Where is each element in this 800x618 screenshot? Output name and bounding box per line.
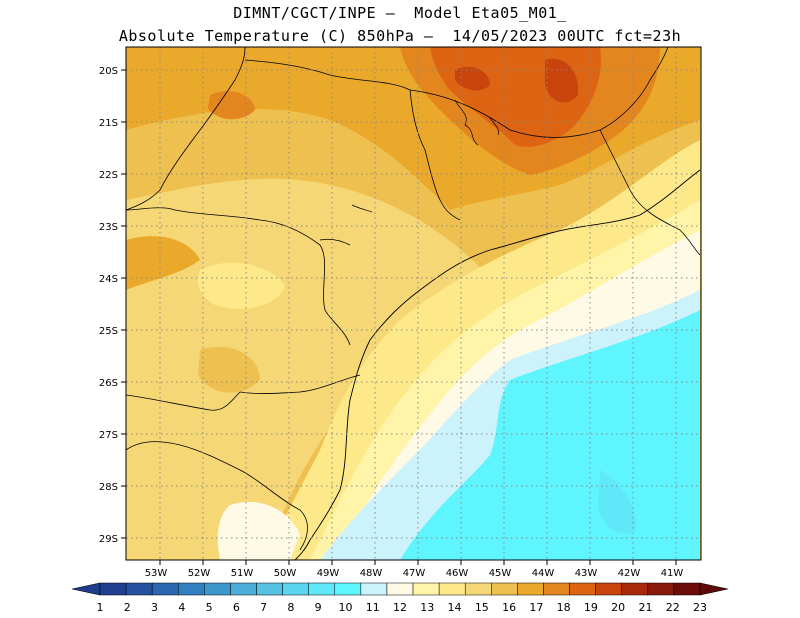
colorbar-box [595,582,622,596]
colorbar-box [438,582,466,596]
lon-labels: 53W 52W 51W 50W 49W 48W 47W 46W 45W 44W … [145,568,684,579]
colorbar-label: 6 [233,601,240,614]
lon-label: 48W [360,568,383,579]
colorbar-over-arrow [699,582,729,596]
colorbar-label: 2 [124,601,131,614]
colorbar-box [308,582,336,596]
colorbar-label: 16 [502,601,516,614]
colorbar-label: 15 [475,601,489,614]
lon-label: 42W [618,568,641,579]
colorbar-boxes [99,582,701,596]
colorbar-label: 13 [420,601,434,614]
lat-label: 29S [99,534,118,545]
colorbar-box [360,582,388,596]
colorbar-label: 5 [206,601,213,614]
tick-marks [121,69,677,565]
colorbar-label: 21 [638,601,652,614]
colorbar-label: 3 [151,601,158,614]
lon-label: 51W [231,568,254,579]
colorbar-box [125,582,153,596]
colorbar-box [256,582,283,596]
colorbar-box [412,582,440,596]
lat-label: 21S [99,118,118,129]
temperature-field [126,47,701,560]
colorbar-box [178,582,205,596]
title-line-1: DIMNT/CGCT/INPE – Model Eta05_M01_ [233,4,567,22]
field-19-20-b [545,58,579,103]
colorbar-box [151,582,179,596]
reservoirs [319,99,499,246]
coastline [294,169,701,560]
colorbar-box [543,582,570,596]
colorbar-label: 19 [584,601,598,614]
field-15-16-west [198,346,260,393]
lon-label: 47W [403,568,426,579]
lon-label: 44W [532,568,555,579]
colorbar-box [386,582,414,596]
colorbar-label: 23 [693,601,707,614]
map-frame [125,46,702,561]
lon-label: 45W [489,568,512,579]
colorbar-box [282,582,309,596]
field-16-17-west [126,236,200,290]
colorbar-label: 12 [393,601,407,614]
lon-label: 43W [575,568,598,579]
lat-label: 24S [99,274,118,285]
colorbar-box [99,582,127,596]
field-13-14-west [197,262,285,309]
colorbar-box [204,582,231,596]
colorbar-box [230,582,257,596]
colorbar-label: 7 [260,601,267,614]
colorbar-label: 10 [338,601,352,614]
colorbar-label: 17 [529,601,543,614]
colorbar-label: 11 [366,601,380,614]
colorbar-box [464,582,492,596]
colorbar-box [569,582,596,596]
colorbar-box [491,582,518,596]
lat-label: 25S [99,326,118,337]
lon-label: 41W [661,568,684,579]
colorbar-box [647,582,675,596]
lon-label: 50W [274,568,297,579]
colorbar-label: 22 [666,601,680,614]
lon-label: 46W [446,568,469,579]
lat-label: 27S [99,430,118,441]
field-17-18-west [208,90,255,120]
lat-label: 23S [99,222,118,233]
lon-label: 49W [317,568,340,579]
field-15-16-north [126,109,330,200]
lat-label: 26S [99,378,118,389]
lon-label: 52W [188,568,211,579]
lat-label: 28S [99,482,118,493]
colorbar-label: 14 [448,601,462,614]
lon-label: 53W [145,568,168,579]
title-line-2: Absolute Temperature (C) 850hPa – 14/05/… [118,27,682,45]
field-19-20 [455,66,490,91]
colorbar-label: 4 [178,601,185,614]
colorbar-label: 18 [557,601,571,614]
colorbar-box [621,582,649,596]
colorbar-under-arrow [71,582,101,596]
colorbar-label: 9 [315,601,322,614]
colorbar-box [517,582,544,596]
lat-label: 20S [99,66,118,77]
colorbar-box [334,582,362,596]
colorbar-label: 8 [287,601,294,614]
colorbar: 1 2 3 4 5 6 7 8 9 10 11 12 13 14 15 16 17 18 19 20 21 22 23 [71,582,729,614]
field-11-12-south [217,501,300,560]
colorbar-label: 1 [97,601,104,614]
colorbar-label: 20 [611,601,625,614]
lat-labels: 20S 21S 22S 23S 24S 25S 26S 27S 28S 29S [99,66,118,545]
graticule [126,47,701,560]
colorbar-labels: 1 2 3 4 5 6 7 8 9 10 11 12 13 14 15 16 17 18 19 20 21 22 23 [97,601,708,614]
colorbar-box [673,582,701,596]
lat-label: 22S [99,170,118,181]
